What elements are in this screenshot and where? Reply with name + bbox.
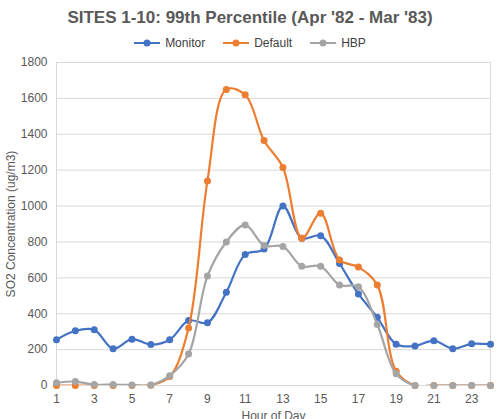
- svg-text:Hour of Day: Hour of Day: [241, 409, 305, 419]
- svg-text:15: 15: [314, 392, 328, 406]
- svg-text:23: 23: [465, 392, 479, 406]
- svg-text:0: 0: [41, 378, 48, 392]
- svg-text:SO2 Concentration (ug/m3): SO2 Concentration (ug/m3): [4, 151, 18, 298]
- svg-text:1200: 1200: [21, 163, 48, 177]
- svg-text:17: 17: [352, 392, 366, 406]
- html-text:Default: Default: [254, 36, 293, 50]
- svg-text:1400: 1400: [21, 127, 48, 141]
- svg-text:400: 400: [27, 307, 47, 321]
- svg-text:13: 13: [276, 392, 290, 406]
- svg-text:800: 800: [27, 235, 47, 249]
- svg-text:11: 11: [239, 392, 252, 406]
- svg-text:1000: 1000: [21, 199, 48, 213]
- svg-text:19: 19: [389, 392, 403, 406]
- svg-text:600: 600: [27, 271, 47, 285]
- svg-text:1800: 1800: [21, 55, 48, 69]
- svg-text:1: 1: [53, 392, 60, 406]
- svg-text:7: 7: [166, 392, 173, 406]
- svg-text:21: 21: [427, 392, 441, 406]
- svg-text:3: 3: [91, 392, 98, 406]
- svg-text:5: 5: [129, 392, 136, 406]
- svg-text:9: 9: [204, 392, 211, 406]
- svg-text:1600: 1600: [21, 91, 48, 105]
- html-text:HBP: HBP: [341, 36, 366, 50]
- html-text:Monitor: Monitor: [165, 36, 206, 50]
- svg-text:200: 200: [27, 342, 47, 356]
- html-text:SITES 1-10: 99th Percentile (A: SITES 1-10: 99th Percentile (Apr '82 - M…: [67, 8, 433, 27]
